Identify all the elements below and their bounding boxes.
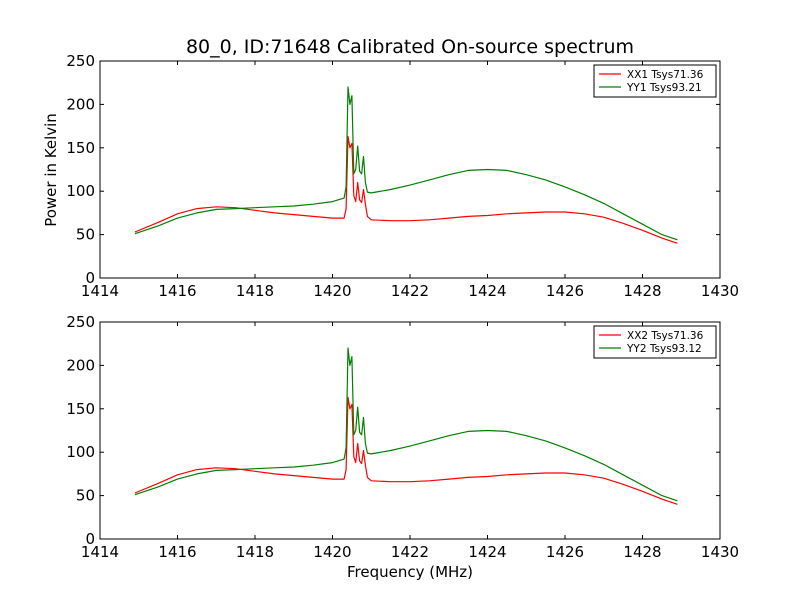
x-tick-label: 1424 [468, 543, 506, 561]
series-line-1-1 [134, 135, 678, 244]
series-line-2-2 [134, 347, 678, 502]
y-tick-label: 100 [66, 443, 95, 461]
series-line-2-1 [134, 396, 678, 505]
legend-box [593, 64, 717, 98]
chart-panel-1: 1414 1416 1418 1420 1422 1424 1426 1428 1430 0 50 1… [66, 52, 739, 300]
y-tick-label: 250 [66, 52, 95, 70]
y-tick-label: 0 [85, 530, 95, 548]
x-tick-label: 1424 [468, 282, 506, 300]
figure-title: 80_0, ID:71648 Calibrated On-source spec… [186, 36, 634, 58]
chart-panel-2: 1414 1416 1418 1420 1422 1424 1426 1428 1430 0 50 1… [66, 313, 739, 561]
x-tick-label: 1426 [546, 543, 584, 561]
x-tick-label: 1418 [236, 543, 274, 561]
legend-label: YY1 Tsys93.21 [626, 82, 702, 94]
x-tick-label: 1422 [391, 282, 429, 300]
y-tick-label: 50 [76, 226, 95, 244]
y-tick-label: 200 [66, 95, 95, 113]
legend-label: XX2 Tsys71.36 [627, 330, 704, 342]
x-tick-label: 1416 [158, 282, 196, 300]
legend-box [593, 325, 717, 359]
x-tick-label: 1422 [391, 543, 429, 561]
x-axis-label: Frequency (MHz) [347, 563, 473, 581]
x-tick-label: 1430 [701, 282, 739, 300]
y-tick-label: 150 [66, 139, 95, 157]
y-tick-label: 0 [85, 269, 95, 287]
series-line-1-2 [134, 86, 678, 241]
x-tick-label: 1428 [623, 282, 661, 300]
x-tick-label: 1418 [236, 282, 274, 300]
y-tick-label: 100 [66, 182, 95, 200]
legend-label: XX1 Tsys71.36 [627, 69, 704, 81]
y-tick-label: 150 [66, 400, 95, 418]
x-tick-label: 1420 [313, 282, 351, 300]
x-tick-label: 1428 [623, 543, 661, 561]
y-tick-label: 250 [66, 313, 95, 331]
y-tick-label: 200 [66, 356, 95, 374]
x-tick-label: 1416 [158, 543, 196, 561]
x-tick-label: 1426 [546, 282, 584, 300]
chart-panels: 1414 1416 1418 1420 1422 1424 1426 1428 1430 0 50 1… [66, 52, 739, 561]
legend-label: YY2 Tsys93.12 [626, 343, 702, 355]
y-axis-label: Power in Kelvin [42, 113, 60, 227]
x-tick-label: 1430 [701, 543, 739, 561]
x-tick-label: 1414 [81, 282, 119, 300]
x-tick-label: 1414 [81, 543, 119, 561]
y-tick-label: 50 [76, 487, 95, 505]
x-tick-label: 1420 [313, 543, 351, 561]
